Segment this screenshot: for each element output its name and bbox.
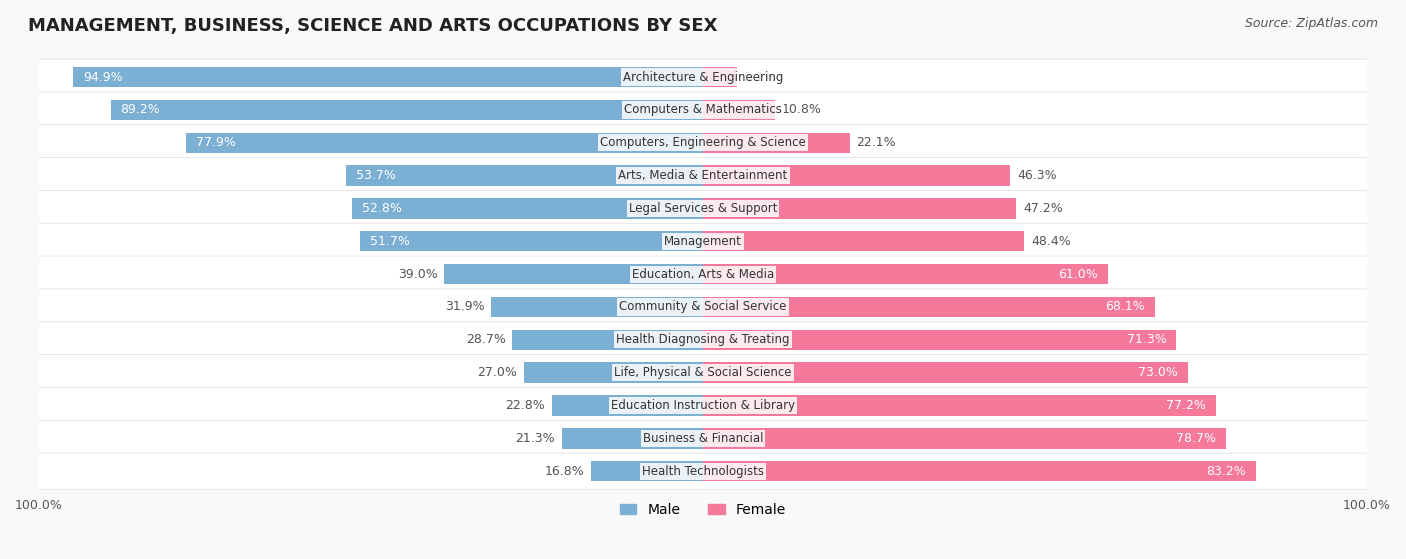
Bar bbox=[703, 461, 1256, 481]
Bar bbox=[703, 231, 1025, 252]
FancyBboxPatch shape bbox=[38, 387, 1368, 424]
Bar bbox=[703, 67, 737, 87]
Bar bbox=[73, 67, 703, 87]
Text: Education, Arts & Media: Education, Arts & Media bbox=[631, 268, 775, 281]
Text: 51.7%: 51.7% bbox=[370, 235, 409, 248]
Text: 68.1%: 68.1% bbox=[1105, 301, 1146, 314]
Text: 16.8%: 16.8% bbox=[546, 465, 585, 477]
Text: Source: ZipAtlas.com: Source: ZipAtlas.com bbox=[1244, 17, 1378, 30]
Bar bbox=[703, 395, 1216, 416]
Bar bbox=[703, 264, 1108, 285]
FancyBboxPatch shape bbox=[38, 158, 1368, 193]
Text: 71.3%: 71.3% bbox=[1126, 333, 1167, 347]
Bar bbox=[703, 297, 1156, 317]
Text: 46.3%: 46.3% bbox=[1017, 169, 1057, 182]
Text: Computers & Mathematics: Computers & Mathematics bbox=[624, 103, 782, 116]
Text: Education Instruction & Library: Education Instruction & Library bbox=[612, 399, 794, 412]
Text: 5.1%: 5.1% bbox=[744, 70, 775, 84]
Bar bbox=[703, 330, 1177, 350]
Text: 94.9%: 94.9% bbox=[83, 70, 122, 84]
FancyBboxPatch shape bbox=[38, 354, 1368, 391]
Text: MANAGEMENT, BUSINESS, SCIENCE AND ARTS OCCUPATIONS BY SEX: MANAGEMENT, BUSINESS, SCIENCE AND ARTS O… bbox=[28, 17, 717, 35]
Text: 28.7%: 28.7% bbox=[465, 333, 506, 347]
Text: Community & Social Service: Community & Social Service bbox=[619, 301, 787, 314]
Bar bbox=[703, 428, 1226, 448]
Text: 83.2%: 83.2% bbox=[1206, 465, 1246, 477]
Bar bbox=[491, 297, 703, 317]
Bar bbox=[703, 100, 775, 120]
Text: 22.1%: 22.1% bbox=[856, 136, 896, 149]
Text: 77.9%: 77.9% bbox=[195, 136, 236, 149]
FancyBboxPatch shape bbox=[38, 256, 1368, 292]
Text: Legal Services & Support: Legal Services & Support bbox=[628, 202, 778, 215]
Text: 22.8%: 22.8% bbox=[505, 399, 546, 412]
Text: 48.4%: 48.4% bbox=[1031, 235, 1071, 248]
Bar bbox=[703, 198, 1017, 219]
Text: 73.0%: 73.0% bbox=[1137, 366, 1178, 379]
Text: 21.3%: 21.3% bbox=[515, 432, 555, 445]
Text: Arts, Media & Entertainment: Arts, Media & Entertainment bbox=[619, 169, 787, 182]
Bar bbox=[512, 330, 703, 350]
FancyBboxPatch shape bbox=[38, 59, 1368, 95]
Text: 53.7%: 53.7% bbox=[356, 169, 396, 182]
Bar bbox=[561, 428, 703, 448]
Text: Health Diagnosing & Treating: Health Diagnosing & Treating bbox=[616, 333, 790, 347]
FancyBboxPatch shape bbox=[38, 453, 1368, 489]
Bar bbox=[523, 362, 703, 383]
Text: 27.0%: 27.0% bbox=[477, 366, 517, 379]
FancyBboxPatch shape bbox=[38, 191, 1368, 226]
Text: Life, Physical & Social Science: Life, Physical & Social Science bbox=[614, 366, 792, 379]
Text: 89.2%: 89.2% bbox=[121, 103, 160, 116]
Text: 61.0%: 61.0% bbox=[1059, 268, 1098, 281]
Text: Management: Management bbox=[664, 235, 742, 248]
Bar bbox=[592, 461, 703, 481]
Text: 47.2%: 47.2% bbox=[1024, 202, 1063, 215]
Bar bbox=[346, 165, 703, 186]
Text: 31.9%: 31.9% bbox=[444, 301, 485, 314]
FancyBboxPatch shape bbox=[38, 223, 1368, 259]
Bar bbox=[703, 165, 1011, 186]
Text: 52.8%: 52.8% bbox=[363, 202, 402, 215]
Text: Health Technologists: Health Technologists bbox=[643, 465, 763, 477]
Bar bbox=[551, 395, 703, 416]
FancyBboxPatch shape bbox=[38, 125, 1368, 161]
FancyBboxPatch shape bbox=[38, 322, 1368, 358]
Bar bbox=[444, 264, 703, 285]
Text: 77.2%: 77.2% bbox=[1166, 399, 1206, 412]
Bar bbox=[703, 362, 1188, 383]
Bar bbox=[360, 231, 703, 252]
Text: Business & Financial: Business & Financial bbox=[643, 432, 763, 445]
Bar bbox=[353, 198, 703, 219]
Legend: Male, Female: Male, Female bbox=[614, 498, 792, 523]
Bar bbox=[111, 100, 703, 120]
Bar bbox=[703, 132, 849, 153]
Text: 78.7%: 78.7% bbox=[1175, 432, 1216, 445]
FancyBboxPatch shape bbox=[38, 420, 1368, 456]
Text: 10.8%: 10.8% bbox=[782, 103, 821, 116]
FancyBboxPatch shape bbox=[38, 289, 1368, 325]
Text: 39.0%: 39.0% bbox=[398, 268, 437, 281]
Bar bbox=[186, 132, 703, 153]
FancyBboxPatch shape bbox=[38, 92, 1368, 128]
Text: Architecture & Engineering: Architecture & Engineering bbox=[623, 70, 783, 84]
Text: Computers, Engineering & Science: Computers, Engineering & Science bbox=[600, 136, 806, 149]
